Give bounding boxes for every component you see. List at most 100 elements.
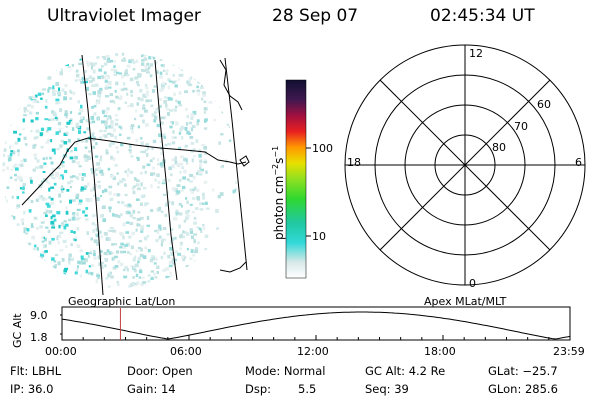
emission-pixel [121, 52, 125, 56]
emission-pixel [204, 159, 207, 162]
emission-pixel [92, 252, 96, 257]
emission-pixel [80, 116, 84, 120]
emission-pixel [171, 187, 176, 191]
emission-pixel [13, 130, 17, 134]
emission-pixel [167, 142, 172, 146]
emission-pixel [174, 160, 178, 165]
emission-pixel [105, 111, 108, 114]
emission-pixel [139, 268, 142, 271]
emission-pixel [128, 285, 131, 288]
time-label: 02:45:34 UT [430, 6, 535, 26]
emission-pixel [114, 135, 117, 140]
meridian-line-2 [154, 59, 178, 281]
emission-pixel [58, 92, 62, 96]
coastline [21, 137, 247, 206]
emission-pixel [106, 107, 110, 111]
emission-pixel [132, 209, 136, 214]
emission-pixel [117, 182, 120, 186]
emission-pixel [158, 105, 162, 108]
emission-pixel [78, 130, 82, 134]
emission-pixel [182, 230, 185, 234]
date-label: 28 Sep 07 [272, 6, 359, 26]
emission-pixel [139, 202, 143, 206]
emission-pixel [31, 95, 36, 100]
emission-pixel [127, 250, 130, 254]
emission-pixel [70, 257, 74, 261]
emission-pixel [139, 216, 144, 220]
emission-pixel [208, 101, 213, 104]
lat-label-70: 70 [514, 120, 528, 133]
meridian-line-1 [81, 54, 104, 296]
emission-pixel [216, 227, 219, 230]
emission-pixel [163, 116, 167, 120]
emission-pixel [186, 200, 189, 204]
emission-pixel [228, 139, 232, 142]
emission-pixel [70, 230, 73, 233]
emission-pixel [109, 116, 112, 120]
emission-pixel [195, 247, 199, 251]
emission-pixel [131, 282, 135, 286]
emission-pixel [96, 55, 100, 59]
emission-pixel [107, 82, 112, 86]
emission-pixel [125, 231, 130, 234]
emission-pixel [184, 144, 188, 148]
emission-pixel [184, 157, 188, 160]
emission-pixel [168, 80, 173, 83]
emission-pixel [202, 224, 205, 227]
emission-pixel [159, 140, 163, 144]
emission-pixel [114, 122, 119, 126]
glon-info: GLon: 285.6 [488, 382, 558, 396]
emission-pixel [14, 178, 17, 182]
emission-pixel [186, 247, 189, 251]
emission-pixel [34, 244, 37, 248]
emission-pixel [63, 220, 67, 223]
emission-pixel [106, 75, 110, 79]
colorbar-tick-100: 100 [312, 142, 333, 155]
emission-pixel [166, 69, 169, 72]
emission-pixel [58, 193, 62, 198]
emission-pixel [123, 183, 127, 187]
emission-pixel [48, 240, 52, 245]
emission-pixel [146, 90, 149, 95]
emission-pixel [17, 152, 20, 157]
emission-pixel [119, 250, 124, 254]
emission-pixel [132, 265, 136, 269]
emission-pixel [135, 178, 139, 182]
emission-pixel [175, 211, 179, 215]
emission-pixel [99, 129, 103, 133]
emission-pixel [189, 188, 193, 192]
emission-pixel [23, 227, 28, 231]
emission-pixel [148, 66, 151, 70]
emission-pixel [108, 208, 112, 213]
emission-pixel [59, 71, 63, 76]
emission-pixel [167, 112, 170, 116]
emission-pixel [64, 169, 68, 173]
emission-pixel [71, 175, 76, 178]
emission-pixel [44, 250, 48, 253]
emission-pixel [92, 145, 96, 149]
emission-pixel [180, 73, 184, 77]
emission-pixel [159, 162, 164, 166]
emission-pixel [178, 74, 182, 77]
emission-pixel [91, 105, 94, 109]
emission-pixel [47, 139, 51, 142]
emission-pixel [184, 256, 187, 259]
emission-pixel [185, 159, 188, 162]
emission-pixel [35, 100, 40, 103]
emission-pixel [14, 163, 18, 168]
emission-pixel [203, 127, 208, 130]
emission-pixel [115, 146, 119, 150]
emission-pixel [62, 176, 64, 180]
emission-pixel [59, 200, 62, 203]
emission-pixel [179, 155, 184, 159]
emission-pixel [143, 187, 147, 190]
emission-pixel [154, 178, 157, 182]
emission-pixel [144, 202, 147, 207]
emission-pixel [221, 111, 225, 114]
emission-pixel [85, 197, 89, 202]
emission-pixel [19, 163, 24, 168]
emission-pixel [59, 232, 62, 235]
emission-pixel [65, 115, 68, 119]
emission-pixel [130, 265, 134, 268]
emission-pixel [42, 178, 47, 182]
